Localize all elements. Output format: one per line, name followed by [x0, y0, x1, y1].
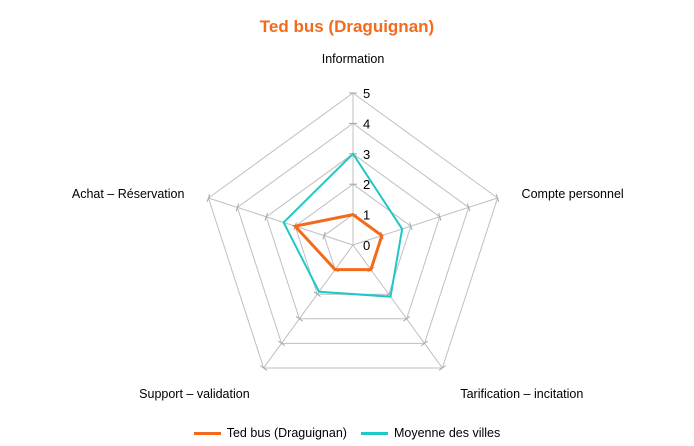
- grid-tick-mark: [206, 194, 211, 202]
- radar-axis-labels: Information Compte personnel Tarification …: [72, 52, 624, 401]
- axis-label: Tarification – incitation: [460, 387, 583, 401]
- tick-label: 5: [363, 86, 370, 101]
- grid-tick-mark: [438, 365, 446, 371]
- grid-spoke-2: [352, 244, 443, 369]
- chart-title: Ted bus (Draguignan): [259, 17, 435, 36]
- grid-tick-mark: [403, 316, 411, 322]
- grid-spoke-1: [352, 197, 498, 246]
- axis-label: Information: [322, 52, 385, 66]
- grid-tick-mark: [438, 212, 442, 221]
- grid-ring-5: [207, 92, 499, 369]
- axis-label: Support – validation: [139, 387, 250, 401]
- tick-label: 2: [363, 177, 370, 192]
- grid-tick-mark: [313, 291, 321, 297]
- grid-ring-4: [236, 122, 470, 344]
- tick-label: 1: [363, 208, 370, 223]
- legend-label: Ted bus (Draguignan): [226, 426, 347, 440]
- legend-swatch: [193, 431, 221, 435]
- grid-tick-mark: [277, 340, 286, 347]
- legend: Ted bus (Draguignan) Moyenne des villes: [0, 426, 694, 440]
- grid-tick-mark: [409, 222, 413, 231]
- grid-tick-mark: [322, 231, 326, 240]
- axis-label: Compte personnel: [522, 187, 624, 201]
- legend-item: Moyenne des villes: [360, 426, 501, 440]
- series-line-0: [292, 212, 384, 272]
- series-line-1: [282, 152, 404, 298]
- grid-tick-mark: [295, 316, 303, 322]
- legend-label: Moyenne des villes: [393, 426, 501, 440]
- tick-label: 0: [363, 238, 370, 253]
- grid-tick-mark: [495, 194, 500, 202]
- tick-label: 4: [363, 116, 370, 131]
- grid-spoke-3: [263, 244, 354, 369]
- grid-tick-mark: [260, 365, 268, 371]
- legend-swatch: [360, 431, 388, 435]
- grid-ring-3: [265, 153, 441, 320]
- radar-tick-labels: 0 1 2 3 4 5: [363, 86, 370, 253]
- tick-label: 3: [363, 147, 370, 162]
- grid-tick-mark: [235, 203, 240, 212]
- axis-label: Achat – Réservation: [72, 187, 185, 201]
- radar-series: [282, 152, 404, 298]
- grid-spoke-4: [208, 197, 354, 246]
- radar-grid: [206, 92, 500, 371]
- grid-tick-mark: [420, 340, 429, 347]
- grid-tick-mark: [264, 212, 268, 221]
- legend-item: Ted bus (Draguignan): [193, 426, 347, 440]
- grid-tick-mark: [466, 203, 471, 212]
